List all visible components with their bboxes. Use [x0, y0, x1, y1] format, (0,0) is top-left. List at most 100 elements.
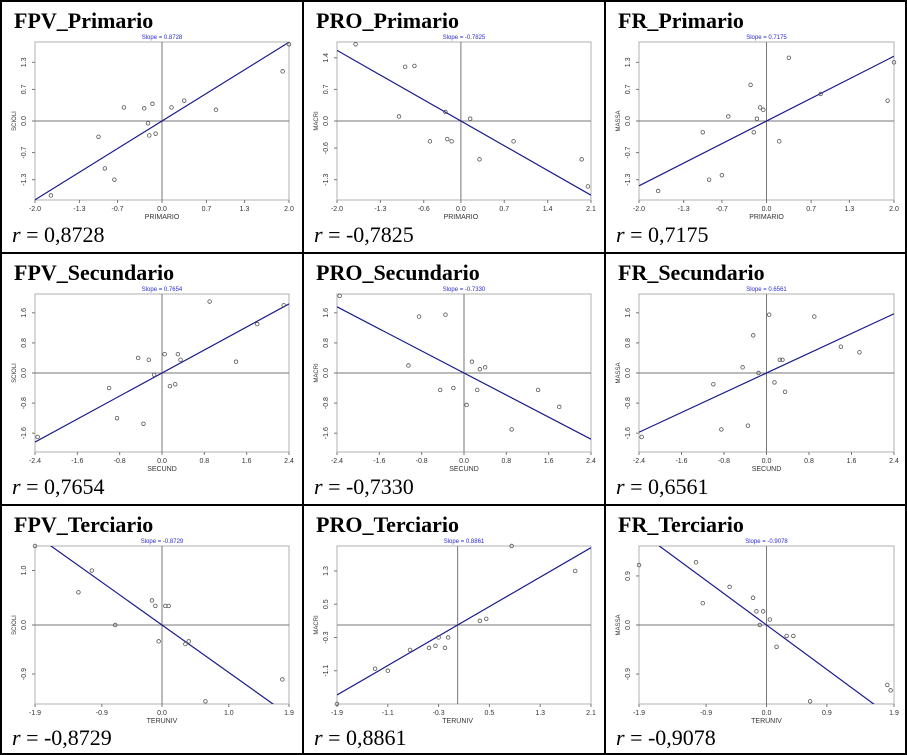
y-axis-label: MACRI	[314, 363, 320, 383]
chart-title: PRO_Secundario	[316, 260, 480, 285]
data-point	[89, 568, 95, 573]
data-point	[35, 434, 40, 440]
x-tick-label: -1.3	[73, 206, 85, 213]
data-point	[754, 116, 760, 121]
slope-label: Slope = 0.8728	[142, 35, 183, 41]
scatter-plot: -2.0 -1.3 -0.7 0.0 0.7 1.3 2.0 1.3 0.7 0.0 -0.7 -1.…	[616, 35, 899, 221]
correlation-value: r = 0,7175	[616, 222, 708, 248]
data-point	[885, 98, 890, 103]
equals-sign: =	[322, 474, 346, 499]
data-point	[443, 109, 448, 115]
grid-hline	[0, 252, 907, 254]
data-point	[213, 107, 219, 112]
data-point	[426, 645, 432, 651]
grid-hline	[0, 0, 907, 2]
x-tick-label: 0.5	[485, 710, 495, 717]
x-tick-label: -1.6	[675, 458, 687, 465]
slope-label: Slope = -0.9078	[745, 539, 788, 545]
data-point	[203, 699, 208, 704]
x-tick-label: -1.3	[374, 206, 386, 213]
data-point	[112, 177, 117, 182]
grid-hline	[0, 504, 907, 506]
y-tick-label: -0.8	[323, 397, 330, 409]
data-point	[443, 312, 448, 317]
data-point	[76, 590, 81, 595]
data-point	[141, 421, 146, 426]
x-axis-label: PRIMARIO	[145, 214, 180, 221]
scatter-plot: -1.9 -1.1 -0.3 0.5 1.3 2.1 1.3 0.5 -0.3 -1.1 TERUN…	[314, 539, 596, 725]
y-tick-label: -0.8	[625, 397, 632, 409]
data-point	[557, 404, 562, 410]
scatter-plot: -2.4 -1.6 -0.8 0.0 0.8 1.6 2.4 1.6 0.8 0.0 -0.8 -1.…	[12, 287, 294, 473]
data-point	[233, 359, 239, 364]
r-symbol: r	[616, 222, 625, 247]
data-point	[719, 427, 724, 432]
data-point	[437, 387, 443, 393]
data-point	[464, 402, 469, 408]
data-point	[445, 635, 451, 640]
x-tick-label: 0.0	[157, 458, 167, 465]
data-point	[121, 105, 127, 110]
y-tick-label: -1.6	[21, 427, 28, 439]
chart-title: FPV_Terciario	[14, 512, 154, 537]
x-tick-label: 0.8	[804, 458, 814, 465]
equals-sign: =	[624, 725, 648, 750]
data-point	[751, 130, 756, 135]
regression-line	[639, 55, 894, 187]
x-tick-label: -0.8	[416, 458, 428, 465]
slope-label: Slope = 0.8861	[444, 539, 485, 545]
y-tick-label: 0.0	[625, 620, 632, 630]
data-point	[750, 595, 756, 600]
y-tick-label: 1.3	[323, 566, 330, 576]
x-tick-label: -0.8	[718, 458, 730, 465]
data-point	[509, 543, 514, 549]
regression-line	[337, 306, 591, 440]
chart-cell: -2.0 -1.3 -0.7 0.0 0.7 1.3 2.0 1.3 0.7 0.0 -0.7 -1.…	[606, 2, 907, 252]
data-point	[761, 107, 766, 112]
y-tick-label: 0.0	[625, 116, 632, 126]
x-tick-label: 0.7	[202, 206, 212, 213]
data-point	[407, 647, 413, 653]
data-point	[135, 355, 141, 361]
x-tick-label: 0.0	[762, 458, 772, 465]
y-tick-label: 0.0	[21, 620, 28, 630]
data-point	[700, 601, 705, 606]
slope-label: Slope = -0.7330	[443, 287, 486, 293]
x-axis-label: TERUNIV	[442, 718, 473, 725]
data-point	[477, 367, 483, 372]
data-point	[579, 157, 584, 162]
data-point	[469, 359, 475, 364]
scatter-plot: -2.0 -1.3 -0.6 0.0 0.7 1.4 2.1 1.4 0.7 0.0 -0.6 -1.…	[314, 35, 596, 221]
chart-title: PRO_Terciario	[316, 512, 459, 537]
equals-sign: =	[20, 725, 44, 750]
data-point	[153, 603, 158, 609]
scatter-plot: -2.4 -1.6 -0.8 0.0 0.8 1.6 2.4 1.6 0.8 0.0 -0.8 -1.…	[314, 287, 596, 473]
r-symbol: r	[314, 222, 323, 247]
data-point	[888, 688, 893, 693]
y-tick-label: 0.7	[625, 84, 632, 94]
x-tick-label: -0.9	[96, 710, 108, 717]
grid-hline	[0, 753, 907, 755]
scatter-plot: -1.9 -0.9 0.0 0.9 1.9 0.9 0.0 -0.9 TERUNIV MASSA S…	[616, 539, 899, 725]
data-point	[745, 423, 751, 428]
chart-title: FR_Primario	[618, 8, 744, 33]
y-tick-label: -1.3	[21, 174, 28, 186]
data-point	[766, 312, 772, 317]
data-point	[151, 372, 157, 378]
chart-cell: -2.4 -1.6 -0.8 0.0 0.8 1.6 2.4 1.6 0.8 0.0 -0.8 -1.…	[2, 254, 302, 504]
data-point	[396, 114, 402, 119]
y-axis-label: MASSA	[616, 614, 622, 635]
data-point	[585, 184, 591, 189]
x-tick-label: -2.0	[633, 206, 645, 213]
data-point	[183, 641, 188, 647]
data-point	[693, 560, 699, 565]
r-symbol: r	[12, 725, 21, 750]
x-tick-label: 2.0	[284, 206, 294, 213]
y-tick-label: -0.9	[625, 668, 632, 680]
slope-label: Slope = 0.6561	[746, 287, 787, 293]
x-tick-label: 0.8	[501, 458, 511, 465]
data-point	[767, 617, 773, 622]
regression-line	[658, 546, 875, 704]
data-point	[416, 314, 422, 319]
y-axis-label: MACRI	[314, 615, 320, 635]
